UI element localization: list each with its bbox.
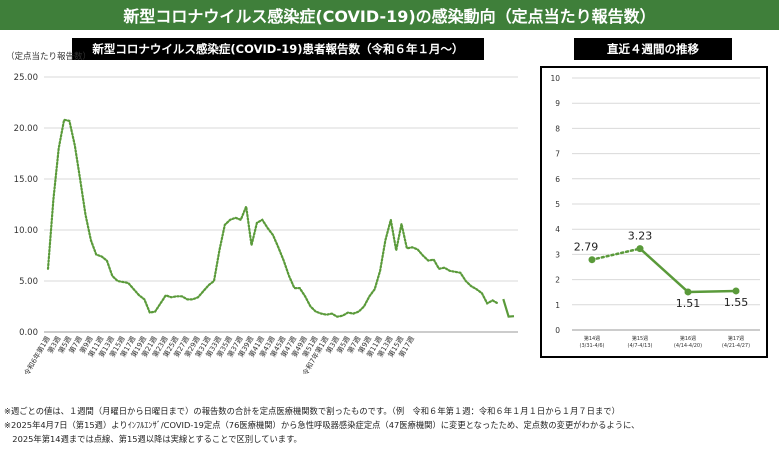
footnotes: ※週ごとの値は、１週間（月曜日から日曜日まで）の報告数の合計を定点医療機関数で割… bbox=[4, 404, 774, 446]
y-tick-label: 3 bbox=[555, 250, 560, 259]
x-tick-label: 第17週 bbox=[728, 335, 744, 342]
series-segment bbox=[687, 289, 737, 294]
y-tick-label: 2 bbox=[555, 276, 560, 285]
x-tick-label: 第14週 bbox=[584, 335, 600, 342]
series-solid-line bbox=[502, 298, 515, 318]
y-axis-label: （定点当たり報告数） bbox=[6, 51, 91, 62]
y-tick-label: 15.00 bbox=[14, 175, 38, 185]
x-tick-date: (4/21-4/27) bbox=[722, 343, 750, 349]
x-tick-label: 令和6年第1週 bbox=[22, 335, 52, 378]
y-tick-label: 9 bbox=[555, 99, 560, 108]
series-segment bbox=[639, 247, 689, 293]
series-dotted-line bbox=[46, 118, 499, 318]
y-tick-label: 1 bbox=[555, 301, 560, 310]
data-point bbox=[588, 256, 596, 264]
x-tick-label: 第16週 bbox=[680, 335, 696, 342]
y-tick-label: 10 bbox=[550, 74, 560, 83]
x-tick-date: (4/7-4/13) bbox=[628, 343, 653, 349]
y-tick-label: 7 bbox=[555, 150, 560, 159]
recent-chart: 0 1 2 3 4 5 6 7 8 9 10 第14週(3/31-4/6) 第15週(4/7-4/13)… bbox=[550, 74, 760, 349]
data-point bbox=[684, 288, 692, 296]
footnote-1: ※週ごとの値は、１週間（月曜日から日曜日まで）の報告数の合計を定点医療機関数で割… bbox=[4, 406, 620, 416]
y-tick-label: 4 bbox=[555, 225, 560, 234]
x-tick-label: 第15週 bbox=[632, 335, 648, 342]
y-tick-label: 20.00 bbox=[14, 124, 38, 134]
y-tick-label: 8 bbox=[555, 124, 560, 133]
series-segment bbox=[590, 247, 642, 261]
data-point bbox=[732, 287, 740, 295]
data-label: 1.51 bbox=[676, 297, 701, 310]
y-tick-label: 25.00 bbox=[14, 73, 38, 83]
recent-chart-title: 直近４週間の推移 bbox=[574, 38, 732, 60]
data-label: 2.79 bbox=[574, 241, 599, 254]
y-tick-label: 10.00 bbox=[14, 226, 38, 236]
y-tick-label: 6 bbox=[555, 175, 560, 184]
footnote-2: ※2025年4月7日（第15週）よりｲﾝﾌﾙｴﾝｻﾞ/COVID-19定点（76… bbox=[4, 420, 640, 430]
main-chart: （定点当たり報告数） 0.00 5.00 10.00 15.00 20.00 25.00 令和… bbox=[6, 51, 518, 378]
footnote-3: 2025年第14週までは点線、第15週以降は実線とすることで区別しています。 bbox=[4, 434, 302, 444]
banner-title: 新型コロナウイルス感染症(COVID-19)の感染動向（定点当たり報告数） bbox=[0, 0, 779, 30]
y-tick-label: 0.00 bbox=[19, 328, 38, 338]
data-label: 3.23 bbox=[628, 230, 653, 243]
x-tick-date: (3/31-4/6) bbox=[580, 343, 605, 349]
data-label: 1.55 bbox=[724, 296, 749, 309]
main-chart-title: 新型コロナウイルス感染症(COVID-19)患者報告数（令和６年１月～） bbox=[72, 38, 484, 60]
y-tick-label: 5 bbox=[555, 200, 560, 209]
x-tick-date: (4/14-4/20) bbox=[674, 343, 702, 349]
y-tick-label: 0 bbox=[555, 326, 560, 335]
data-point bbox=[636, 245, 644, 253]
y-tick-label: 5.00 bbox=[19, 277, 38, 287]
